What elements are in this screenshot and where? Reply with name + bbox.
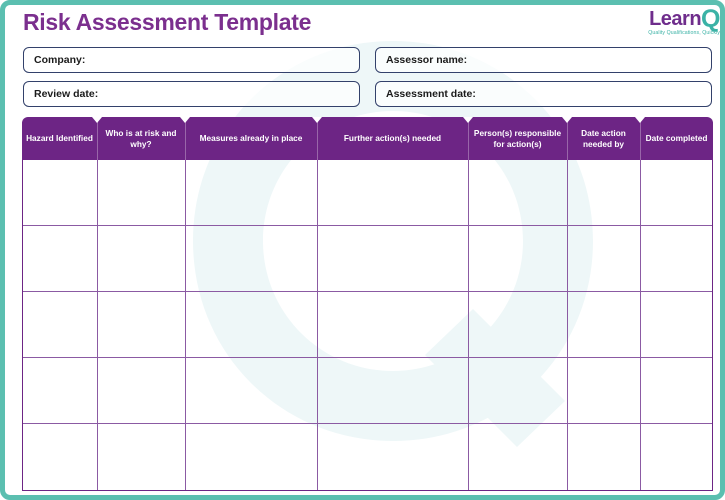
table-body [22, 160, 713, 491]
table-cell[interactable] [98, 160, 186, 225]
risk-assessment-table: Hazard Identified Who is at risk and why… [22, 117, 713, 491]
column-header-who-is-at-risk: Who is at risk and why? [92, 117, 185, 160]
review-date-field-label: Review date: [34, 88, 99, 100]
review-date-field[interactable]: Review date: [23, 81, 360, 107]
assessment-date-field[interactable]: Assessment date: [375, 81, 712, 107]
column-header-date-completed: Date completed [635, 117, 713, 160]
table-row [23, 226, 712, 292]
logo-word-text: Learn [649, 8, 702, 30]
logo-tagline: Quality Qualifications, Quickly [648, 30, 720, 36]
column-header-date-action-needed-by: Date action needed by [562, 117, 640, 160]
column-header-persons-responsible: Person(s) responsible for action(s) [463, 117, 567, 160]
table-cell[interactable] [318, 292, 469, 357]
company-field-label: Company: [34, 54, 86, 66]
table-cell[interactable] [318, 160, 469, 225]
table-header-row: Hazard Identified Who is at risk and why… [22, 117, 713, 160]
table-cell[interactable] [568, 226, 641, 291]
column-header-further-actions-needed: Further action(s) needed [312, 117, 468, 160]
assessor-name-field[interactable]: Assessor name: [375, 47, 712, 73]
table-cell[interactable] [23, 292, 98, 357]
table-row [23, 292, 712, 358]
table-cell[interactable] [186, 424, 318, 490]
table-cell[interactable] [98, 292, 186, 357]
assessment-date-field-label: Assessment date: [386, 88, 476, 100]
table-cell[interactable] [641, 424, 714, 490]
table-cell[interactable] [469, 358, 568, 423]
table-cell[interactable] [568, 160, 641, 225]
table-cell[interactable] [641, 358, 714, 423]
table-cell[interactable] [23, 160, 98, 225]
table-row [23, 160, 712, 226]
page-title: Risk Assessment Template [23, 9, 312, 35]
table-cell[interactable] [186, 292, 318, 357]
table-cell[interactable] [318, 424, 469, 490]
assessor-name-field-label: Assessor name: [386, 54, 468, 66]
table-cell[interactable] [23, 424, 98, 490]
table-cell[interactable] [568, 424, 641, 490]
table-cell[interactable] [23, 358, 98, 423]
logo-wordmark: LearnQ [612, 7, 720, 32]
table-cell[interactable] [318, 226, 469, 291]
table-cell[interactable] [23, 226, 98, 291]
table-row [23, 358, 712, 424]
table-cell[interactable] [641, 292, 714, 357]
table-cell[interactable] [186, 358, 318, 423]
column-header-measures-already-in-place: Measures already in place [180, 117, 317, 160]
table-cell[interactable] [318, 358, 469, 423]
table-cell[interactable] [469, 226, 568, 291]
column-header-hazard-identified: Hazard Identified [26, 133, 93, 144]
table-cell[interactable] [186, 160, 318, 225]
table-cell[interactable] [98, 226, 186, 291]
table-row [23, 424, 712, 490]
table-cell[interactable] [469, 292, 568, 357]
page-header: Risk Assessment Template LearnQ Quality … [5, 5, 720, 45]
company-field[interactable]: Company: [23, 47, 360, 73]
table-cell[interactable] [98, 424, 186, 490]
table-cell[interactable] [641, 160, 714, 225]
table-cell[interactable] [469, 424, 568, 490]
brand-logo: LearnQ Quality Qualifications, Quickly [612, 7, 720, 37]
table-cell[interactable] [568, 292, 641, 357]
logo-q-icon: Q [701, 5, 720, 33]
table-cell[interactable] [469, 160, 568, 225]
table-cell[interactable] [186, 226, 318, 291]
table-cell[interactable] [568, 358, 641, 423]
table-cell[interactable] [641, 226, 714, 291]
table-cell[interactable] [98, 358, 186, 423]
